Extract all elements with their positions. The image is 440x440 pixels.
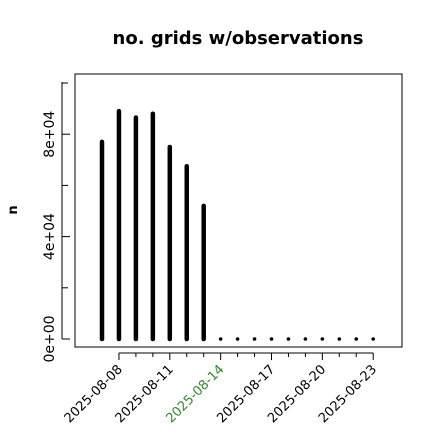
y-tick-label: 0e+00 <box>42 315 58 362</box>
bar-zero-point <box>235 337 240 341</box>
bar-zero-point <box>286 337 291 341</box>
bars <box>99 108 376 342</box>
bar-zero-point <box>337 337 342 341</box>
bar-zero-point <box>252 337 257 341</box>
chart-title: no. grids w/observations <box>113 28 364 49</box>
bar-zero-point <box>218 337 223 341</box>
bar-zero-point <box>371 337 376 341</box>
y-tick-label: 8e+04 <box>42 111 58 158</box>
bar-zero-point <box>320 337 325 341</box>
bar-zero-point <box>354 337 359 341</box>
bar-zero-point <box>303 337 308 341</box>
bar-zero-point <box>269 337 274 341</box>
plot-frame <box>74 73 403 348</box>
y-axis: 0e+00 4e+04 8e+04 <box>42 82 70 363</box>
y-axis-label: n <box>6 205 21 214</box>
x-axis: 2025-08-082025-08-112025-08-142025-08-17… <box>62 352 380 426</box>
y-tick-label: 4e+04 <box>42 213 58 260</box>
